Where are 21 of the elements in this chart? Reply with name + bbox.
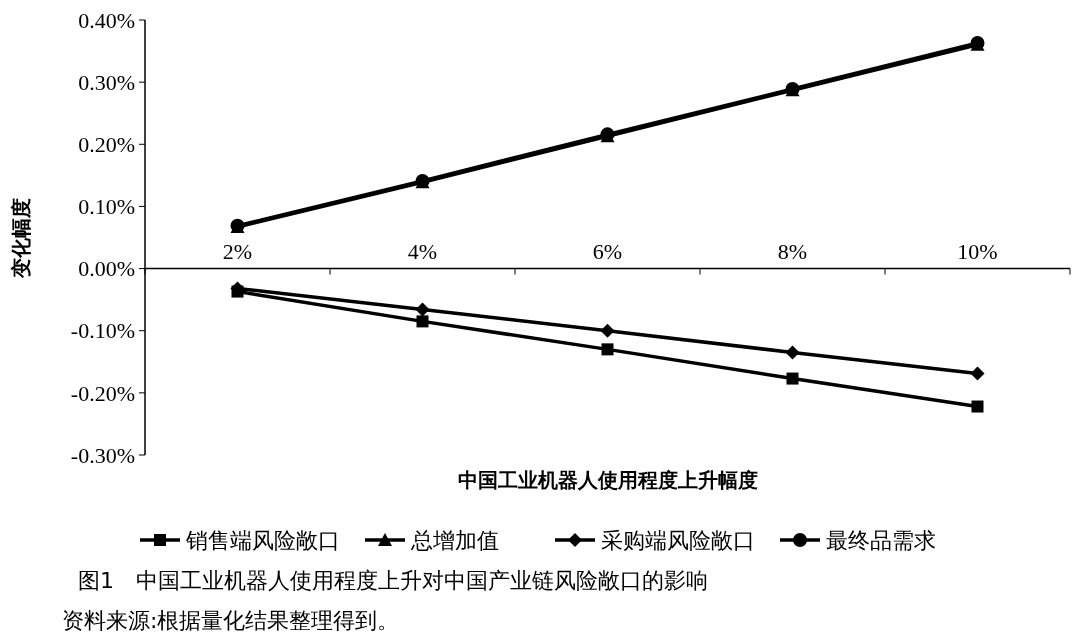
legend-label: 采购端风险敞口 (601, 527, 755, 553)
y-tick-label: 0.20% (78, 131, 135, 157)
y-tick-label: 0.30% (78, 69, 135, 95)
legend-label: 总增加值 (410, 527, 499, 553)
y-tick-label: 0.00% (78, 256, 135, 282)
y-tick-label: 0.10% (78, 194, 135, 220)
legend-label: 销售端风险敞口 (185, 527, 340, 553)
y-tick-label: 0.40% (78, 7, 135, 33)
x-tick-label: 10% (957, 238, 998, 264)
y-tick-label: -0.20% (70, 380, 135, 406)
caption: 图1 中国工业机器人使用程度上升对中国产业链风险敞口的影响 (78, 567, 708, 593)
text: 资料来源:根据量化结果整理得到。 (62, 607, 400, 633)
y-tick-label: -0.30% (70, 442, 135, 468)
x-tick-label: 8% (777, 238, 808, 264)
x-axis-title: 中国工业机器人使用程度上升幅度 (457, 468, 758, 492)
x-tick-label: 2% (222, 238, 253, 264)
y-axis-title: 变化幅度 (9, 197, 33, 279)
y-tick-label: -0.10% (70, 318, 135, 344)
x-tick-label: 6% (592, 238, 623, 264)
legend-label: 最终品需求 (826, 527, 936, 553)
x-tick-label: 4% (407, 238, 438, 264)
